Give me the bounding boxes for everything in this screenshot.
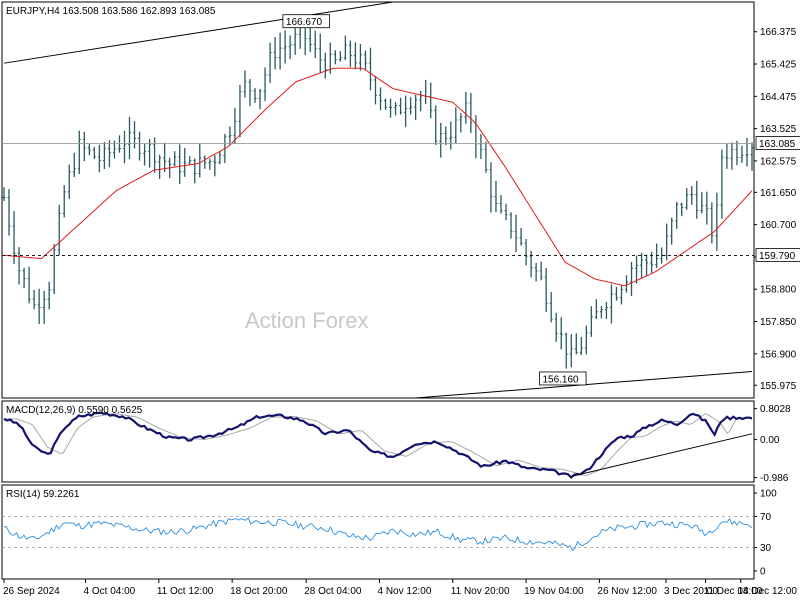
price-trendline <box>3 1 394 64</box>
level-line-label: 159.790 <box>759 251 796 262</box>
rsi-panel-title: RSI(14) 59.2261 <box>6 489 80 500</box>
time-tick-label: 4 Nov 12:00 <box>377 586 431 597</box>
rsi-panel: 100 70 30 0 RSI(14) 59.2261 <box>1 484 777 580</box>
moving-average-line <box>3 67 753 286</box>
price-axis-tick-label: 160.700 <box>760 220 797 231</box>
time-tick-label: 11 Oct 12:00 <box>157 586 214 597</box>
time-tick-label: 3 Dec 20:00 <box>664 586 718 597</box>
price-annotations: 163.085 159.790 166.670 156.160 <box>282 14 800 386</box>
price-panel-frame <box>1 1 755 399</box>
time-axis: 26 Sep 2024 4 Oct 04:00 11 Oct 12:00 18 Oct… <box>3 579 797 597</box>
time-tick-label: 11 Nov 20:00 <box>451 586 510 597</box>
current-price-label-box <box>755 136 800 150</box>
price-annotation-label: 156.160 <box>542 374 579 385</box>
price-candles <box>2 15 754 369</box>
price-axis-tick-label: 157.850 <box>760 317 797 328</box>
price-axis-tick-label: 158.800 <box>760 285 797 296</box>
rsi-axis: 100 70 30 0 <box>2 489 777 578</box>
price-axis-tick-label: 165.425 <box>760 60 797 71</box>
price-axis-tick-label: 161.650 <box>760 188 797 199</box>
macd-panel-frame <box>1 400 755 483</box>
macd-axis: 0.8028 0.00 -0.986 <box>754 404 791 484</box>
time-tick-label: 11 Dec 04:00 <box>704 586 763 597</box>
time-tick-label: 26 Sep 2024 <box>3 586 60 597</box>
price-axis-tick-label: 163.525 <box>760 124 797 135</box>
time-tick-label: 18 Dec 12:00 <box>738 586 798 597</box>
rsi-axis-tick-label: 100 <box>760 489 777 500</box>
rsi-axis-tick-label: 70 <box>760 512 772 523</box>
price-panel: Action Forex 166.375 165.425 164.475 163.52… <box>1 1 800 399</box>
rsi-axis-tick-label: 0 <box>760 567 766 578</box>
time-tick-label: 19 Nov 04:00 <box>524 586 584 597</box>
time-tick-label: 18 Oct 20:00 <box>230 586 288 597</box>
price-axis-tick-label: 162.575 <box>760 156 797 167</box>
price-axis-tick-label: 166.375 <box>760 27 797 38</box>
price-axis-tick-label: 155.975 <box>760 381 797 392</box>
level-line-label-box <box>755 248 800 262</box>
price-annotation-label: 166.670 <box>286 17 323 28</box>
macd-main-line <box>3 411 753 480</box>
macd-signal-line <box>4 413 752 476</box>
current-price-label: 163.085 <box>759 139 796 150</box>
price-axis-tick-label: 156.900 <box>760 349 797 360</box>
watermark: Action Forex <box>245 308 369 333</box>
time-tick-label: 26 Nov 12:00 <box>597 586 657 597</box>
rsi-line <box>3 517 753 552</box>
price-axis: 166.375 165.425 164.475 163.525 162.575 161.6… <box>754 27 797 392</box>
rsi-panel-frame <box>1 484 755 580</box>
price-panel-title: EURJPY,H4 163.508 163.586 162.893 163.08… <box>6 6 216 17</box>
macd-axis-tick-label: 0.00 <box>760 435 780 446</box>
rsi-axis-tick-label: 30 <box>760 543 772 554</box>
macd-axis-tick-label: 0.8028 <box>760 404 791 415</box>
time-tick-label: 28 Oct 04:00 <box>304 586 362 597</box>
macd-trendline <box>572 433 753 477</box>
macd-panel-title: MACD(12,26,9) 0.5590 0.5625 <box>6 405 143 416</box>
time-tick-label: 4 Oct 04:00 <box>84 586 136 597</box>
price-annotation-label-box <box>539 371 587 386</box>
price-annotation-label-box <box>282 14 330 29</box>
macd-panel: 0.8028 0.00 -0.986 MACD(12,26,9) 0.5590 0.… <box>1 400 791 484</box>
macd-axis-tick-label: -0.986 <box>760 473 789 484</box>
price-axis-tick-label: 164.475 <box>760 92 797 103</box>
